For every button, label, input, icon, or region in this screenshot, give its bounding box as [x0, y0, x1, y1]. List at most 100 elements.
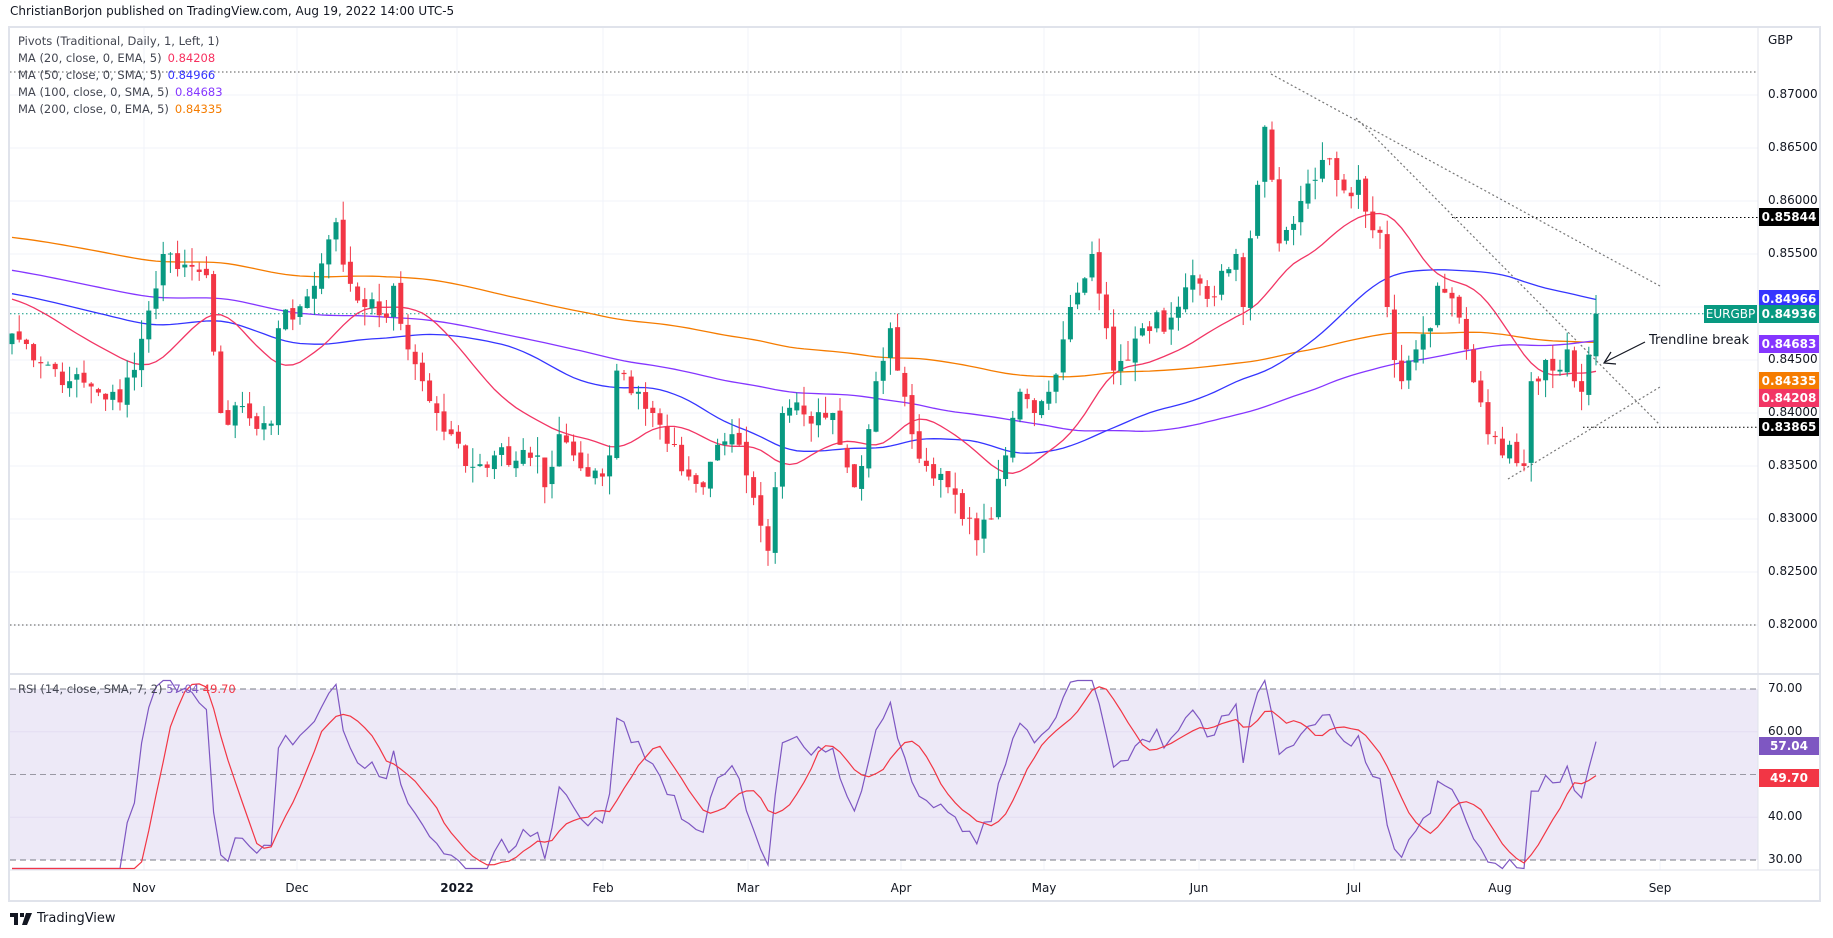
candle-body — [959, 493, 965, 519]
candle-body — [1219, 270, 1225, 295]
rsi-legend[interactable]: RSI (14, close, SMA, 7, 2) 57.04 49.70 — [18, 682, 236, 696]
candle-body — [671, 444, 677, 446]
candle-body — [1564, 349, 1570, 373]
tradingview-logo[interactable]: TradingView — [10, 911, 116, 926]
candle-body — [743, 441, 749, 476]
candle-body — [1463, 318, 1469, 350]
candle-body — [607, 455, 613, 477]
badge-pivot-high: 0.85844 — [1759, 208, 1819, 226]
candle-body — [585, 467, 591, 477]
rsi-legend-label: RSI (14, close, SMA, 7, 2) — [18, 682, 163, 696]
candle-body — [1283, 229, 1289, 241]
candle-body — [45, 364, 51, 366]
legend-value: 0.84208 — [167, 51, 216, 65]
candle-body — [643, 392, 649, 409]
candle-body — [1391, 309, 1397, 360]
candle-body — [815, 412, 821, 426]
candle-body — [1449, 292, 1455, 299]
candle-body — [902, 372, 908, 397]
candle-body — [412, 351, 418, 365]
rsi-value: 57.04 — [166, 682, 200, 696]
date-label: Jul — [1346, 881, 1362, 895]
legend-ma200[interactable]: MA (200, close, 0, EMA, 5) 0.84335 — [18, 102, 222, 116]
candle-body — [175, 253, 181, 270]
candle-body — [16, 331, 22, 340]
candle-body — [218, 351, 224, 413]
candle-body — [1370, 211, 1376, 231]
candle-body — [52, 363, 58, 370]
candle-body — [1586, 354, 1592, 395]
legend-pivots[interactable]: Pivots (Traditional, Daily, 1, Left, 1) — [18, 34, 219, 48]
candle-body — [254, 416, 260, 429]
candle-body — [751, 477, 757, 498]
candle-body — [1521, 463, 1527, 466]
candle-body — [895, 327, 901, 371]
candle-body — [1262, 126, 1268, 182]
candle-body — [1471, 349, 1477, 383]
candle-body — [311, 285, 317, 299]
candle-body — [945, 471, 951, 488]
candle-body — [124, 377, 130, 405]
candle-body — [1175, 306, 1181, 318]
candle-body — [1183, 287, 1189, 310]
candle-body — [347, 261, 353, 284]
candle-body — [189, 264, 195, 267]
candle-body — [1319, 159, 1325, 179]
pivot-lines — [10, 71, 1758, 626]
candle-body — [779, 413, 785, 487]
candle-body — [542, 457, 548, 488]
candle-body — [88, 383, 94, 387]
publish-info: ChristianBorjon published on TradingView… — [10, 4, 455, 18]
candle-body — [203, 268, 209, 276]
price-axis-label: 0.84000 — [1768, 405, 1818, 419]
candle-body — [650, 407, 656, 413]
candle-body — [1139, 328, 1145, 336]
candle-body — [1492, 435, 1498, 438]
candle-body — [383, 313, 389, 318]
candle-body — [1514, 441, 1520, 464]
candle-body — [1528, 381, 1534, 463]
candle-body — [398, 282, 404, 324]
candle-body — [1190, 275, 1196, 290]
rsi-line — [12, 678, 1597, 870]
legend-ma100[interactable]: MA (100, close, 0, SMA, 5) 0.84683 — [18, 85, 223, 99]
candle-body — [1075, 292, 1081, 305]
candle-body — [146, 310, 152, 340]
candle-body — [275, 328, 281, 426]
date-label: Nov — [132, 881, 156, 895]
candle-body — [239, 406, 245, 408]
candle-body — [110, 391, 116, 400]
candle-body — [405, 324, 411, 350]
legend-label: MA (50, close, 0, SMA, 5) — [18, 68, 162, 82]
candle-body — [196, 269, 202, 272]
candle-body — [95, 389, 101, 393]
candle-body — [153, 288, 159, 309]
candle-body — [283, 309, 289, 330]
candle-body — [1089, 254, 1095, 278]
candle-body — [974, 518, 980, 541]
candle-body — [513, 460, 519, 469]
candle-body — [1118, 360, 1124, 372]
candle-body — [355, 286, 361, 301]
candle-body — [376, 301, 382, 316]
candle-body — [268, 423, 274, 426]
candle-body — [599, 473, 605, 477]
trendline-break-label: Trendline break — [1649, 333, 1749, 348]
candle-body — [1161, 310, 1167, 332]
candle-body — [491, 455, 497, 470]
candle-body — [1341, 179, 1347, 191]
candle-body — [621, 372, 627, 375]
candle-body — [1485, 402, 1491, 435]
badge-ma50: 0.84966 — [1759, 290, 1819, 308]
price-axis-label: 0.82500 — [1768, 564, 1818, 578]
candle-body — [1082, 278, 1088, 293]
legend-ma20[interactable]: MA (20, close, 0, EMA, 5) 0.84208 — [18, 51, 215, 65]
candle-body — [1247, 238, 1253, 308]
legend-ma50[interactable]: MA (50, close, 0, SMA, 5) 0.84966 — [18, 68, 215, 82]
currency-label: GBP — [1768, 33, 1793, 47]
candle-body — [995, 478, 1001, 518]
ma20-line — [11, 212, 1597, 474]
candle-body — [67, 381, 73, 389]
candle-body — [448, 429, 454, 435]
